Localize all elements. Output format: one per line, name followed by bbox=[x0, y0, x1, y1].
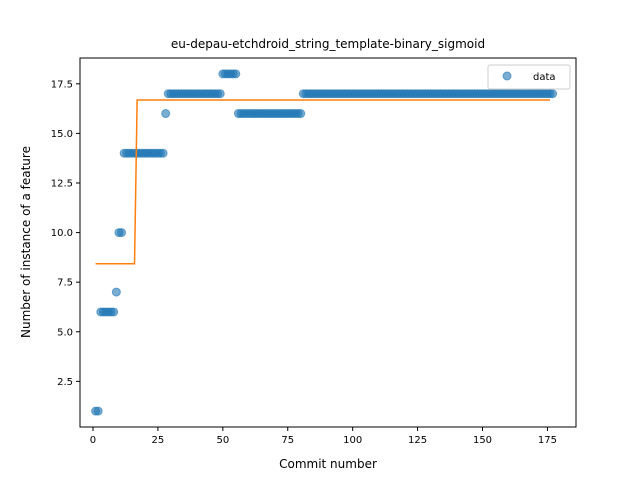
legend-label-data: data bbox=[533, 72, 556, 83]
data-point bbox=[117, 228, 127, 238]
y-tick-label: 15.0 bbox=[51, 129, 73, 140]
data-point bbox=[93, 406, 103, 416]
chart-title: eu-depau-etchdroid_string_template-binar… bbox=[171, 37, 485, 51]
x-tick-label: 175 bbox=[538, 435, 557, 446]
plot-frame bbox=[79, 57, 577, 428]
data-point bbox=[548, 89, 558, 99]
x-tick-label: 150 bbox=[473, 435, 492, 446]
data-point bbox=[231, 69, 241, 79]
data-point bbox=[111, 287, 121, 297]
y-tick-label: 2.5 bbox=[57, 377, 73, 388]
x-axis: 0 25 50 75 100 125 150 175 bbox=[90, 427, 557, 446]
series-layer bbox=[91, 69, 558, 416]
y-tick-label: 7.5 bbox=[57, 278, 73, 289]
x-tick-label: 25 bbox=[152, 435, 165, 446]
x-tick-label: 75 bbox=[281, 435, 294, 446]
y-axis-title: Number of instance of a feature bbox=[19, 146, 33, 338]
x-tick-label: 50 bbox=[216, 435, 229, 446]
y-tick-label: 10.0 bbox=[51, 228, 73, 239]
x-tick-label: 125 bbox=[408, 435, 427, 446]
fit-line bbox=[95, 99, 551, 265]
x-axis-title: Commit number bbox=[279, 457, 377, 471]
legend: data bbox=[487, 64, 571, 90]
data-point bbox=[161, 109, 171, 119]
x-tick-label: 100 bbox=[343, 435, 362, 446]
legend-marker-data bbox=[502, 71, 512, 81]
y-tick-label: 12.5 bbox=[51, 178, 73, 189]
y-axis: 2.5 5.0 7.5 10.0 12.5 15.0 17.5 bbox=[51, 79, 80, 388]
data-point bbox=[109, 307, 119, 317]
data-point bbox=[296, 109, 306, 119]
x-tick-label: 0 bbox=[90, 435, 96, 446]
legend-box bbox=[487, 64, 571, 90]
data-point bbox=[215, 89, 225, 99]
data-point bbox=[158, 148, 168, 158]
y-tick-label: 17.5 bbox=[51, 79, 73, 90]
y-tick-label: 5.0 bbox=[57, 327, 73, 338]
